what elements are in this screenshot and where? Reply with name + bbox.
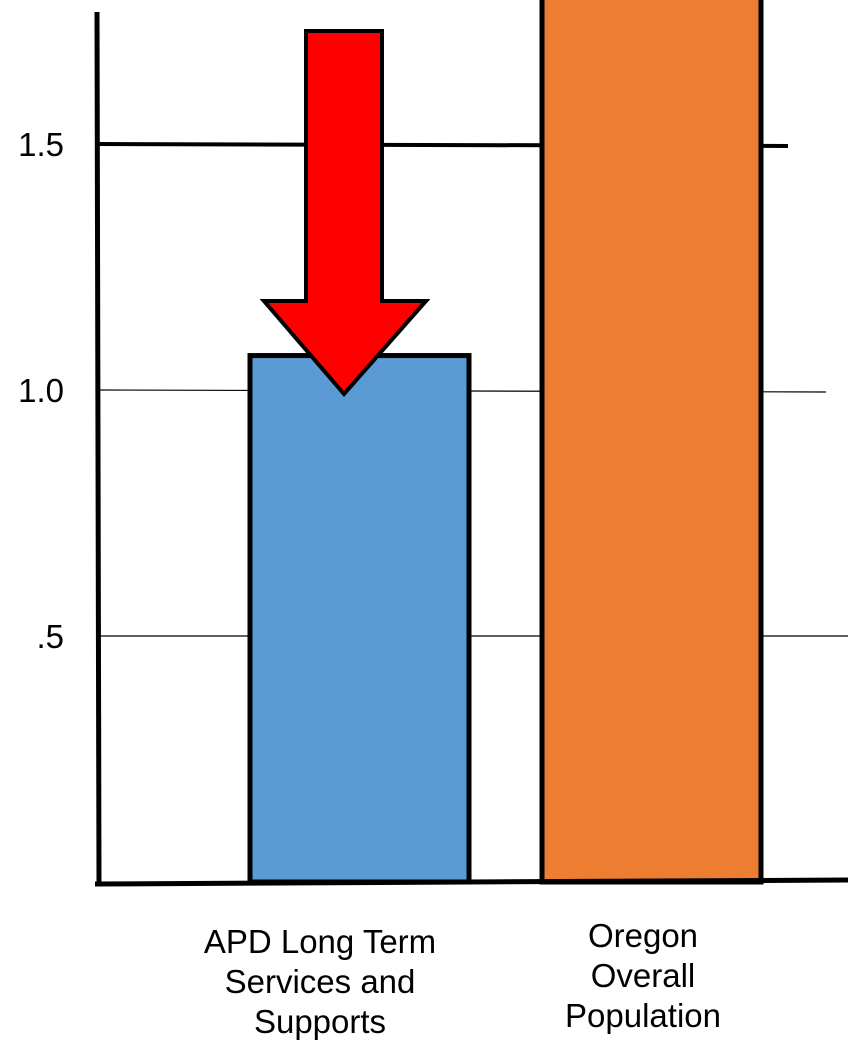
x-category-label: Oregon Overall Population xyxy=(493,916,793,1036)
y-tick-label: .5 xyxy=(36,618,64,655)
down-arrow-icon xyxy=(259,29,431,398)
y-tick-label: 1.5 xyxy=(18,126,64,163)
y-axis-line xyxy=(94,11,102,885)
annotation-arrow xyxy=(259,29,431,398)
bar xyxy=(247,353,472,885)
x-category-label-line: Oregon xyxy=(587,917,699,954)
bar xyxy=(539,0,764,885)
x-category-label-line: Population xyxy=(565,997,721,1034)
y-tick-label: 1.0 xyxy=(18,372,64,409)
x-category-label: APD Long Term Services and Supports xyxy=(170,922,470,1042)
axes xyxy=(94,11,848,887)
x-category-label-line: Services and xyxy=(224,963,416,1000)
x-category-label-line: Supports xyxy=(253,1003,387,1040)
x-category-label-line: APD Long Term xyxy=(203,923,437,960)
y-tick-labels: .5 1.0 1.5 xyxy=(18,126,64,655)
x-category-label-line: Overall xyxy=(590,957,696,994)
x-axis-line xyxy=(94,877,848,887)
